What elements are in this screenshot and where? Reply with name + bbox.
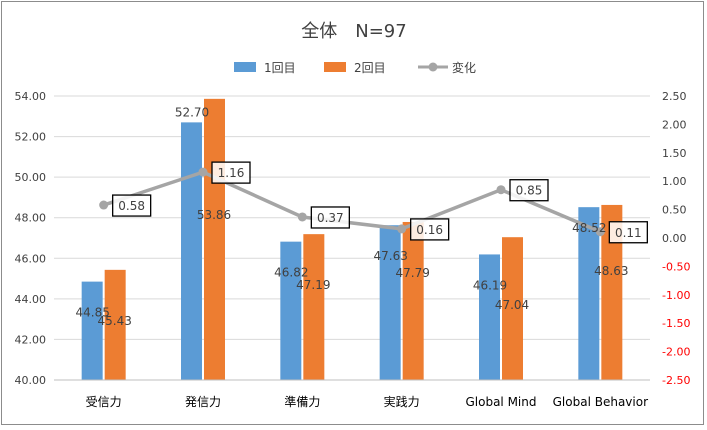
bar-label-series1: 48.52 <box>572 221 606 235</box>
legend-label: 2回目 <box>354 61 386 75</box>
y-axis-right: -2.50 -2.00 -1.50 -1.00 -0.50 0.00 0.50 1.00 1.5… <box>662 90 690 387</box>
y-axis-left: 40.00 42.00 44.00 46.00 48.00 50.00 52.00 54.00 <box>15 90 47 387</box>
data-labels: 44.85 52.70 46.82 47.63 46.19 48.52 45.43 53.86… <box>75 105 648 328</box>
legend-swatch <box>324 62 346 72</box>
bar-series1 <box>578 207 600 380</box>
y2-tick-label: -1.50 <box>662 317 690 330</box>
line-label: 0.16 <box>416 223 443 237</box>
x-category-label: Global Behavior <box>553 395 648 409</box>
line-label: 1.16 <box>218 166 245 180</box>
line-label-box <box>310 206 350 229</box>
x-category-label: 受信力 <box>86 395 122 409</box>
bar-series2 <box>402 221 424 380</box>
bar-series1 <box>479 254 500 380</box>
y2-tick-label: -2.00 <box>662 346 690 359</box>
line-label: 0.58 <box>118 199 145 213</box>
line-label-box <box>608 221 648 244</box>
bar-series2 <box>104 269 126 380</box>
y-tick-label: 46.00 <box>15 252 47 265</box>
y2-tick-label: -2.50 <box>662 374 690 387</box>
y2-tick-label: -0.50 <box>662 260 690 273</box>
bar-label-series1: 46.82 <box>274 266 308 280</box>
bar-series1 <box>280 241 302 380</box>
y2-tick-label: 1.50 <box>662 147 687 160</box>
y2-tick-label: 0.50 <box>662 204 687 217</box>
chart-legend: 1回目 2回目 変化 <box>234 60 476 75</box>
legend-label: 変化 <box>452 60 476 75</box>
y-tick-label: 54.00 <box>15 90 47 103</box>
bar-label-series1: 46.19 <box>473 278 507 292</box>
line-label: 0.11 <box>615 226 642 240</box>
bar-label-series1: 52.70 <box>175 105 209 119</box>
line-point <box>198 167 208 177</box>
y-tick-label: 42.00 <box>15 333 47 346</box>
x-category-label: 発信力 <box>185 395 221 409</box>
bar-label-series2: 47.79 <box>395 266 429 280</box>
line-point <box>99 200 109 210</box>
x-category-label: 準備力 <box>284 394 320 409</box>
legend-label: 1回目 <box>264 61 296 75</box>
chart-title: 全体 N=97 <box>301 21 406 42</box>
y-tick-label: 44.00 <box>15 293 47 306</box>
y2-tick-label: 2.00 <box>662 118 687 131</box>
y-tick-label: 48.00 <box>15 212 47 225</box>
line-label: 0.85 <box>516 184 543 198</box>
x-category-label: 実践力 <box>384 394 420 409</box>
bar-series1 <box>81 281 103 380</box>
bar-label-series2: 48.63 <box>594 264 628 278</box>
bar-label-series2: 53.86 <box>197 208 231 222</box>
bar-series1 <box>181 122 202 380</box>
y-tick-label: 50.00 <box>15 171 47 184</box>
y-tick-label: 40.00 <box>15 374 47 387</box>
y2-tick-label: -1.00 <box>662 289 690 302</box>
x-axis: 受信力 発信力 準備力 実践力 Global Mind Global Behavior <box>54 379 650 409</box>
line-label: 0.37 <box>317 211 344 225</box>
y2-tick-label: 2.50 <box>662 90 687 103</box>
line-point <box>297 212 307 222</box>
bar-label-series2: 47.04 <box>495 298 529 312</box>
line-point <box>496 185 506 195</box>
x-category-label: Global Mind <box>465 395 536 409</box>
bar-series1 <box>379 225 401 380</box>
line-label-box <box>410 218 450 241</box>
legend-marker <box>428 62 438 72</box>
bar-label-series2: 45.43 <box>97 314 131 328</box>
line-label-box <box>509 179 549 202</box>
y-tick-label: 52.00 <box>15 131 47 144</box>
bar-series2 <box>601 204 623 380</box>
bar-label-series1: 44.85 <box>75 306 109 320</box>
bar-series2 <box>204 98 225 380</box>
gridlines <box>54 95 650 381</box>
y2-tick-label: 1.00 <box>662 175 687 188</box>
line-point <box>397 224 407 234</box>
line-label-box <box>211 161 251 184</box>
bar-series2 <box>303 234 325 380</box>
bar-label-series2: 47.19 <box>296 278 330 292</box>
line-label-box <box>112 194 152 217</box>
line-series <box>99 167 605 237</box>
bar-label-series1: 47.63 <box>373 249 407 263</box>
bar-series <box>81 98 623 380</box>
y2-tick-label: 0.00 <box>662 232 687 245</box>
legend-swatch <box>234 62 256 72</box>
bar-series2 <box>502 237 523 380</box>
line-point <box>595 227 605 237</box>
